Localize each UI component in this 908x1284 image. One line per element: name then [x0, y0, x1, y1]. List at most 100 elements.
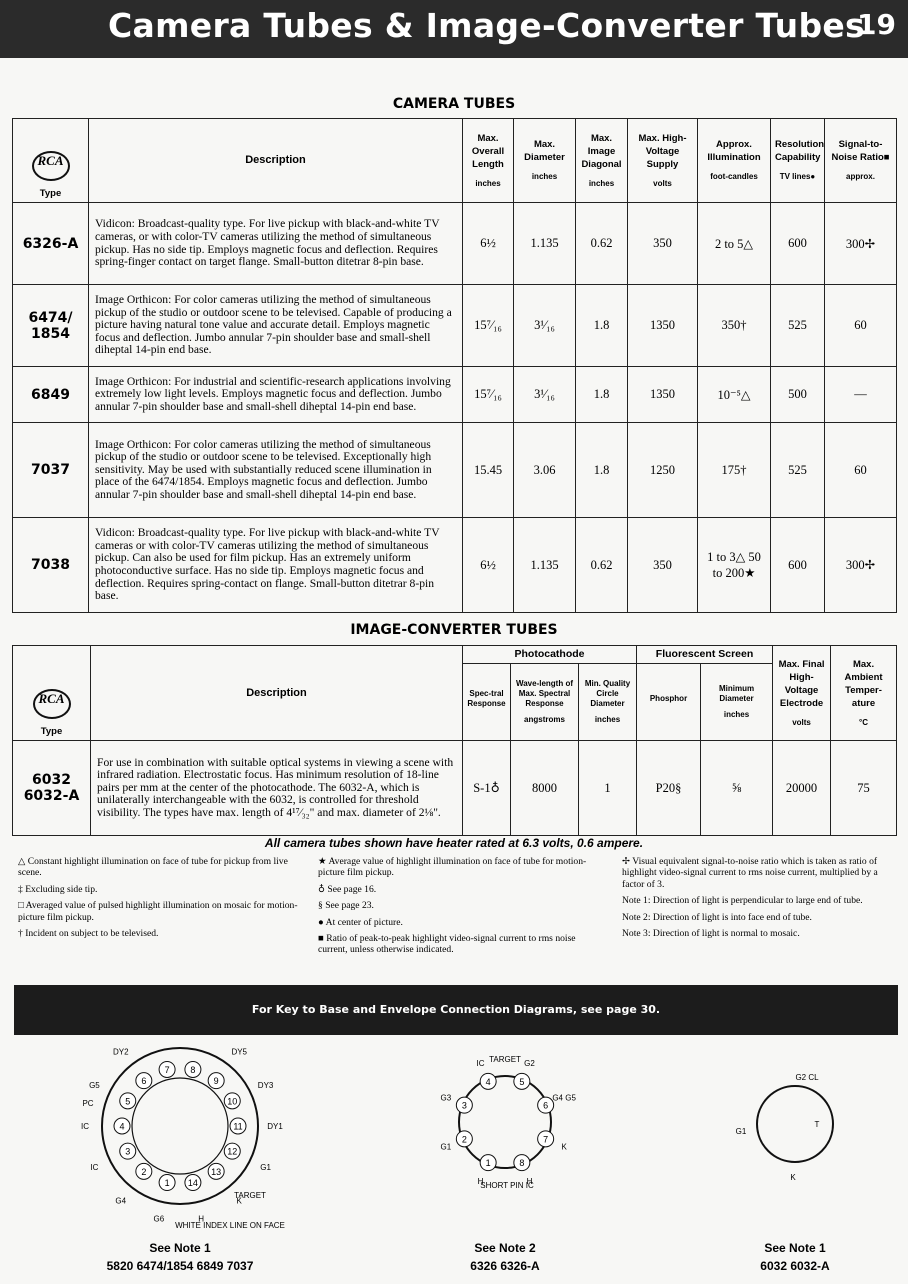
- pin-number: 2: [462, 1134, 467, 1144]
- pin-label: IC: [81, 1122, 89, 1131]
- type-label: Type: [39, 188, 62, 199]
- header-row: RCA Type Description Max. Overall Length inc…: [12, 118, 897, 203]
- value: 15⁷⁄₁₆: [462, 284, 514, 367]
- header-unit: volts: [653, 178, 672, 188]
- description: Image Orthicon: For industrial and scien…: [88, 366, 463, 423]
- column-header: Max. Overall Length inches: [462, 118, 514, 203]
- pin-label: K: [237, 1196, 243, 1205]
- pin-label: DY3: [258, 1081, 274, 1090]
- pin-number: 9: [214, 1076, 219, 1086]
- diagram-types: 5820 6474/1854 6849 7037: [107, 1259, 254, 1273]
- pin: [184, 1060, 202, 1078]
- pin-number: 5: [125, 1096, 130, 1106]
- value: 350†: [697, 284, 771, 367]
- page-number: 19: [857, 8, 896, 41]
- pin: [455, 1130, 473, 1148]
- envelope: [101, 1047, 259, 1205]
- pin-label: G5: [89, 1081, 100, 1090]
- footnote: ● At center of picture.: [318, 916, 403, 928]
- footnote: ♁ See page 16.: [318, 883, 377, 895]
- pin-label: G2: [524, 1059, 535, 1068]
- diagram-label: G2 CL: [795, 1073, 819, 1082]
- column-header: Max. Image Diagonal inches: [575, 118, 628, 203]
- type-header: RCA Type: [12, 645, 91, 741]
- diagram-note: See Note 1: [149, 1241, 211, 1255]
- description-header: Description: [90, 645, 463, 741]
- description: Vidicon: Broadcast-quality type. For liv…: [88, 517, 463, 613]
- header-unit: inches: [531, 172, 558, 181]
- diagram-label: TARGET: [234, 1191, 266, 1200]
- pin-number: 8: [519, 1158, 524, 1168]
- table-row: 7037 Image Orthicon: For color cameras ut…: [12, 422, 897, 518]
- diagram-types: 6032 6032-A: [760, 1259, 830, 1273]
- value: 1350: [627, 366, 698, 423]
- footnote-column: ★ Average value of highlight illuminatio…: [318, 856, 603, 961]
- value: 1.135: [513, 517, 576, 613]
- diagram-note: See Note 2: [474, 1241, 536, 1255]
- diagram-note: See Note 1: [764, 1241, 826, 1255]
- pin: [223, 1092, 241, 1110]
- footnote: Note 2: Direction of light is into face …: [622, 911, 812, 923]
- tube-type: 6032 6032-A: [12, 740, 91, 836]
- pin: [158, 1060, 176, 1078]
- tube-type: 6326-A: [12, 202, 89, 285]
- footnote: ✢ Visual equivalent signal-to-noise rati…: [622, 856, 878, 890]
- type-header: RCA Type: [12, 118, 89, 203]
- pin-label: G1: [441, 1142, 452, 1151]
- group-header: Photocathode: [461, 645, 638, 664]
- column-header: Wave-length of Max. Spectral Response ang…: [510, 663, 579, 741]
- footnote-column: ✢ Visual equivalent signal-to-noise rati…: [622, 856, 902, 944]
- column-header: Signal-to-Noise Ratio■ approx.: [824, 118, 897, 203]
- diagram-label: TARGET: [489, 1055, 521, 1064]
- pin-number: 7: [543, 1134, 548, 1144]
- section-heading: CAMERA TUBES: [392, 96, 516, 112]
- footnote: Note 1: Direction of light is perpendicu…: [622, 895, 863, 907]
- table-row: 6474/ 1854 Image Orthicon: For color came…: [12, 284, 897, 367]
- value: 1250: [627, 422, 698, 518]
- pin-label: DY2: [113, 1048, 129, 1057]
- value: 350: [627, 517, 698, 613]
- header-unit: angstroms: [524, 715, 565, 724]
- pin-label: DY1: [267, 1122, 283, 1131]
- header-unit: inches: [723, 710, 750, 719]
- pin-number: 1: [486, 1158, 491, 1168]
- pin: [479, 1154, 497, 1172]
- pin: [537, 1130, 555, 1148]
- pin-label: H: [478, 1177, 484, 1186]
- pin-number: 7: [165, 1065, 170, 1075]
- value: 525: [770, 284, 825, 367]
- description: Vidicon: Broadcast-quality type. For liv…: [88, 202, 463, 285]
- value: 0.62: [575, 202, 628, 285]
- tube-type: 6849: [12, 366, 89, 423]
- header-unit: inches: [594, 715, 621, 724]
- pin-label: G1: [260, 1163, 271, 1172]
- description-header: Description: [88, 118, 463, 203]
- pin-number: 10: [227, 1096, 237, 1106]
- value: 300✢: [824, 202, 897, 285]
- base-diagrams: 1G62G43IC4IC5G56DY27DY48P9DY510DY311DY11…: [81, 1038, 834, 1273]
- tube-type: 6474/ 1854: [12, 284, 89, 367]
- pin-number: 2: [141, 1167, 146, 1177]
- table-row: 6326-A Vidicon: Broadcast-quality type. F…: [12, 202, 897, 285]
- column-header: Spec-tral Response: [462, 663, 511, 741]
- column-header: Phosphor: [636, 663, 702, 741]
- camera-table: RCA Type Description Max. Overall Length inc…: [12, 118, 897, 613]
- pin: [207, 1162, 225, 1180]
- section-heading: IMAGE-CONVERTER TUBES: [350, 622, 558, 638]
- value: 20000: [772, 740, 832, 836]
- header-label: Signal-to-Noise Ratio■: [831, 139, 890, 163]
- column-header: Approx. Illumination foot-candles: [697, 118, 771, 203]
- header-bar: Camera Tubes & Image-Converter Tubes 19: [0, 0, 908, 58]
- pin: [135, 1162, 153, 1180]
- header-label: Max. Image Diagonal: [581, 132, 622, 170]
- pin-number: 12: [227, 1147, 237, 1157]
- value: 350: [627, 202, 698, 285]
- footnote: △ Constant highlight illumination on fac…: [18, 856, 288, 879]
- logo: RCA: [31, 151, 70, 181]
- footnote: Note 3: Direction of light is normal to …: [622, 928, 800, 940]
- column-header: Resolution Capability TV lines●: [770, 118, 825, 203]
- pin: [223, 1142, 241, 1160]
- pin: [513, 1072, 531, 1090]
- value: 3¹⁄₁₆: [513, 366, 576, 423]
- pin-number: 3: [462, 1101, 467, 1111]
